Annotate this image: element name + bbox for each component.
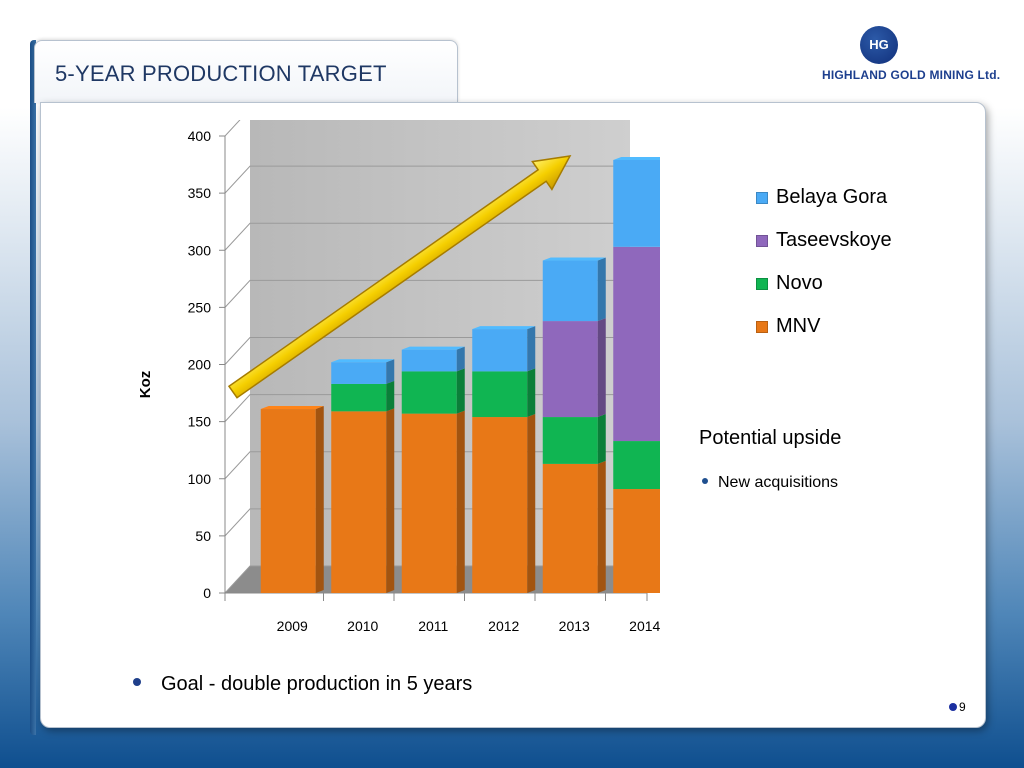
bar-segment <box>401 349 457 372</box>
chart-legend: Belaya Gora Taseevskoye Novo MNV <box>756 176 892 348</box>
bar-segment-side <box>597 460 606 593</box>
legend-item: MNV <box>756 305 892 348</box>
bar-segment-side <box>597 318 606 418</box>
goal-bullet: Goal - double production in 5 years <box>133 673 472 696</box>
bar-top <box>472 326 536 330</box>
bar-segment <box>472 417 528 593</box>
bar-top <box>331 359 395 363</box>
bar-segment <box>331 383 387 412</box>
x-tick-label: 2010 <box>347 618 378 634</box>
gridline <box>224 165 630 194</box>
logo-mark: HG <box>860 26 898 64</box>
bar-segment-side <box>386 380 395 412</box>
bar-top <box>401 346 465 350</box>
y-tick-label: 200 <box>188 357 212 373</box>
x-tick-label: 2012 <box>488 618 519 634</box>
x-tick-label: 2009 <box>277 618 308 634</box>
y-axis-title: Koz <box>137 371 154 399</box>
bar-segment <box>613 441 660 490</box>
bar-segment <box>613 159 660 247</box>
page-dot-icon <box>949 703 957 711</box>
bar-segment-side <box>386 408 395 593</box>
y-tick-label: 0 <box>203 585 211 601</box>
bar-segment-side <box>527 326 536 372</box>
bar-segment-side <box>597 257 606 322</box>
gridline <box>224 222 630 251</box>
bar-segment-side <box>456 410 465 593</box>
bar-segment-side <box>527 368 536 418</box>
chart-side-wall <box>225 120 250 593</box>
bar-segment <box>472 329 528 372</box>
y-tick-label: 300 <box>188 242 212 258</box>
upside-bullet: New acquisitions <box>702 474 838 492</box>
bar-segment <box>542 417 598 464</box>
bar-segment-side <box>456 368 465 414</box>
legend-label: Taseevskoye <box>776 229 892 251</box>
bar-segment <box>331 362 387 384</box>
y-tick-label: 50 <box>195 528 211 544</box>
bar-segment <box>260 409 316 593</box>
bar-segment <box>613 246 660 442</box>
legend-label: Belaya Gora <box>776 186 888 208</box>
legend-swatch-icon <box>756 320 768 333</box>
upside-bullet-text: New acquisitions <box>718 474 839 491</box>
bullet-dot-icon <box>702 478 708 484</box>
bar-top <box>542 257 606 261</box>
bar-segment-side <box>527 414 536 593</box>
legend-item: Belaya Gora <box>756 176 892 219</box>
y-tick-label: 250 <box>188 299 212 315</box>
page-number: 9 <box>949 700 966 714</box>
gridline <box>224 279 630 308</box>
production-chart: 0 50 100 150 200 250 300 350 400 Koz 2009 2010 2011 2… <box>137 120 660 634</box>
bar-segment <box>542 463 598 593</box>
bar-segment-side <box>456 346 465 372</box>
y-tick-label: 150 <box>188 414 212 430</box>
bar-top <box>613 156 660 160</box>
legend-swatch-icon <box>756 234 768 247</box>
bar-segment <box>401 413 457 593</box>
bar-segment <box>331 411 387 593</box>
legend-item: Taseevskoye <box>756 219 892 262</box>
trend-arrow-icon <box>227 155 572 399</box>
slide-frame-edge <box>30 40 36 735</box>
y-tick-label: 400 <box>188 128 212 144</box>
y-tick-label: 350 <box>188 185 212 201</box>
page-number-text: 9 <box>959 700 966 714</box>
title-tab: 5-YEAR PRODUCTION TARGET <box>34 40 458 103</box>
bar-segment <box>542 321 598 418</box>
goal-text: Goal - double production in 5 years <box>161 673 473 695</box>
slide-title: 5-YEAR PRODUCTION TARGET <box>55 61 387 86</box>
bar-segment <box>401 371 457 414</box>
upside-heading: Potential upside <box>699 427 842 449</box>
logo-company-name: HIGHLAND GOLD MINING Ltd. <box>822 68 1001 82</box>
x-tick-label: 2013 <box>559 618 590 634</box>
bar-segment <box>472 371 528 418</box>
y-tick-label: 100 <box>188 471 212 487</box>
bar-segment <box>542 260 598 322</box>
bar-segment <box>613 489 660 593</box>
bullet-dot-icon <box>133 677 141 686</box>
legend-label: Novo <box>776 272 823 294</box>
company-logo: HG HIGHLAND GOLD MINING Ltd. <box>820 26 1000 86</box>
legend-swatch-icon <box>756 191 768 204</box>
bar-segment-side <box>315 406 324 593</box>
bar-top <box>260 406 324 410</box>
legend-item: Novo <box>756 262 892 305</box>
x-tick-label: 2011 <box>418 618 448 634</box>
gridline <box>224 120 241 137</box>
x-tick-label: 2014 <box>629 618 660 634</box>
legend-swatch-icon <box>756 277 768 290</box>
bar-segment-side <box>386 359 395 384</box>
legend-label: MNV <box>776 315 821 337</box>
bar-segment-side <box>597 414 606 464</box>
